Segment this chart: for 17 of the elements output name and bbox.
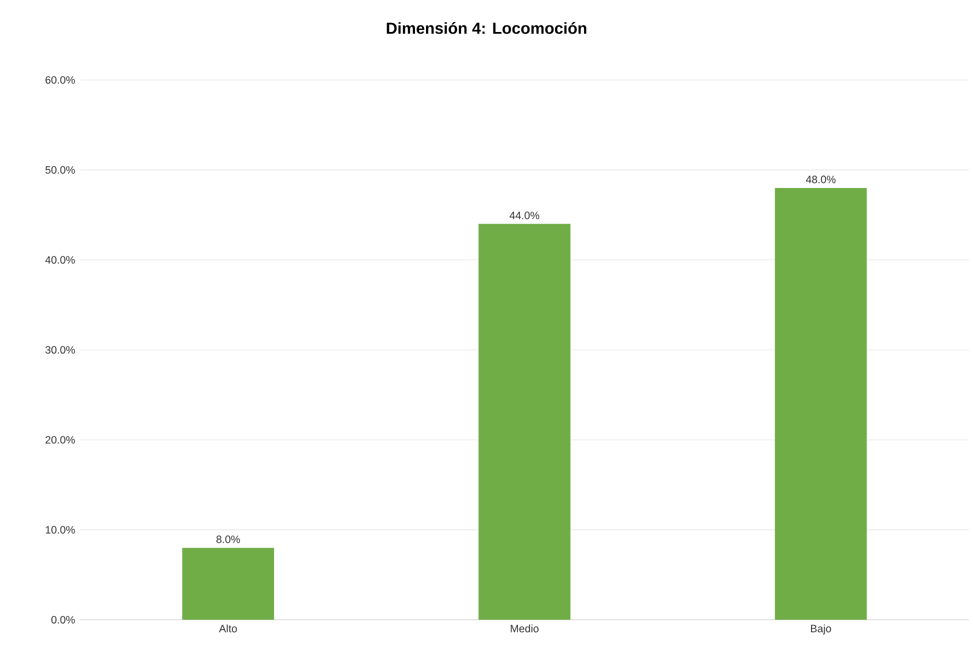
x-tick-label: Bajo <box>811 624 832 634</box>
x-tick-label: Medio <box>510 624 539 632</box>
bar <box>182 548 274 620</box>
y-tick-label: 50.0% <box>45 166 75 174</box>
y-tick-label: 0.0% <box>51 616 75 624</box>
y-tick-label: 30.0% <box>45 346 75 354</box>
y-tick-label: 20.0% <box>46 436 75 444</box>
y-tick-label: 60.0% <box>46 76 75 84</box>
x-tick-label: Alto <box>218 624 237 632</box>
data-label: 48.0% <box>806 176 836 184</box>
bar <box>774 188 867 620</box>
y-tick-label: 40.0% <box>45 256 75 264</box>
chart-title: Dimensión 4: Locomoción <box>386 22 586 34</box>
y-tick-label: 10.0% <box>46 526 75 534</box>
bar <box>478 224 570 620</box>
data-label: 8.0% <box>216 536 240 544</box>
data-label: 44.0% <box>510 212 540 220</box>
